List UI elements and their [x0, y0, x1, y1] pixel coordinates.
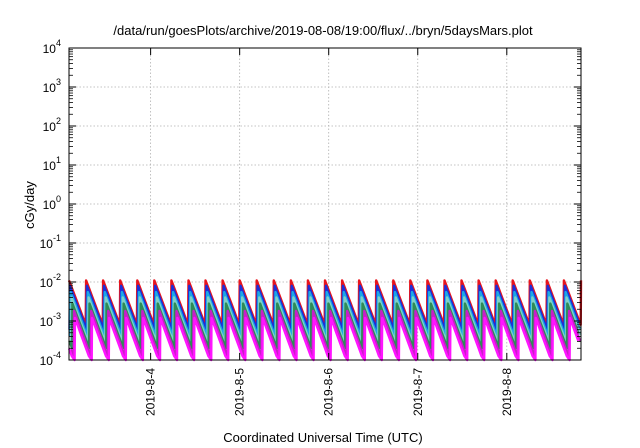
- x-axis-label: Coordinated Universal Time (UTC): [223, 430, 422, 445]
- y-tick-label: 103: [43, 77, 61, 95]
- series-line-3: [69, 290, 581, 338]
- y-tick-label: 100: [43, 194, 61, 212]
- series-group: [67, 279, 583, 362]
- y-tick-label: 10-4: [40, 350, 61, 368]
- x-tick-label: 2019-8-7: [411, 368, 425, 416]
- series-line-6: [69, 309, 582, 359]
- chart-title: /data/run/goesPlots/archive/2019-08-08/1…: [113, 23, 533, 38]
- series-line-7: [67, 316, 580, 362]
- y-tick-label: 101: [43, 155, 61, 173]
- series-line-5: [68, 302, 580, 350]
- y-tick-label: 104: [43, 38, 61, 56]
- series-line-2: [68, 284, 580, 331]
- x-ticks: 2019-8-4 2019-8-5 2019-8-6 2019-8-7 2019-8-8: [144, 48, 514, 416]
- y-tick-label: 102: [43, 116, 61, 134]
- y-tick-label: 10-2: [40, 272, 61, 290]
- y-axis-label: cGy/day: [22, 181, 37, 229]
- x-tick-label: 2019-8-5: [233, 368, 247, 416]
- y-tick-label: 10-1: [40, 233, 61, 251]
- x-tick-label: 2019-8-8: [500, 368, 514, 416]
- series-line-1: [67, 279, 583, 326]
- x-tick-label: 2019-8-4: [144, 368, 158, 416]
- y-tick-label: 10-3: [40, 311, 61, 329]
- x-tick-label: 2019-8-6: [322, 368, 336, 416]
